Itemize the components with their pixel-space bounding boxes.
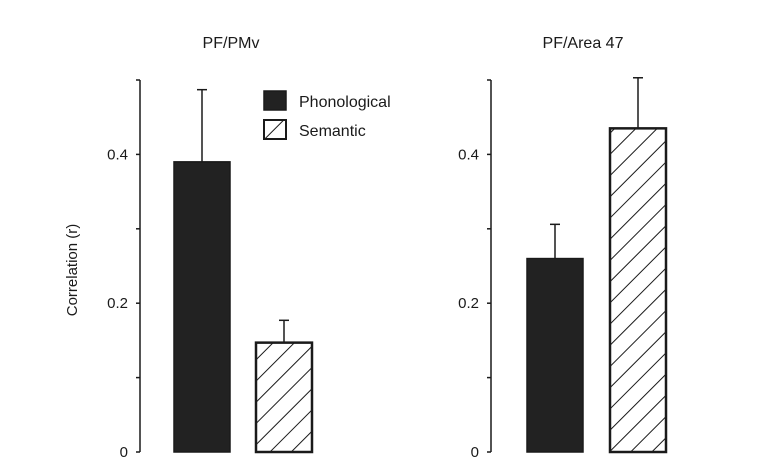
bar-semantic [608,127,668,454]
chart-panel-pf-pmv: PF/PMv Correlation (r) 0 0.2 0.4 Phonologi… [64,35,391,461]
y-tick-label: 0.2 [458,295,479,312]
bar-group [173,88,314,454]
bar-phonological [526,257,584,453]
legend: Phonological Semantic [263,90,391,140]
y-tick-label: 0.2 [107,295,128,312]
legend-label-semantic: Semantic [299,123,366,140]
y-axis: 0 0.2 0.4 [458,79,492,461]
legend-swatch-phonological [263,90,287,111]
y-axis-label: Correlation (r) [64,224,81,317]
y-tick-label: 0 [120,444,128,461]
legend-swatch-semantic [263,119,287,140]
y-tick-label: 0.4 [107,146,128,163]
bar-semantic [254,341,314,454]
chart-title: PF/PMv [203,35,260,52]
bar-phonological [173,161,231,453]
chart-panel-pf-area47: PF/Area 47 0 0.2 0.4 [458,35,668,461]
bar-group [526,77,668,454]
y-axis: 0 0.2 0.4 [107,79,141,461]
y-tick-label: 0 [471,444,479,461]
legend-label-phonological: Phonological [299,94,391,111]
y-tick-label: 0.4 [458,146,479,163]
chart-title: PF/Area 47 [543,35,624,52]
